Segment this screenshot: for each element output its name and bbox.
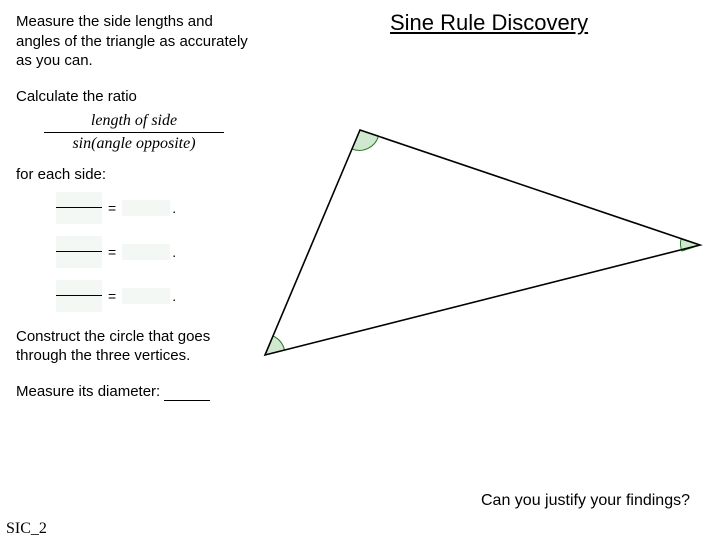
page-title: Sine Rule Discovery	[390, 10, 588, 36]
instruction-panel: Measure the side lengths and angles of t…	[16, 12, 256, 417]
row-period: .	[172, 200, 176, 216]
blank-result[interactable]	[122, 200, 170, 216]
row-period: .	[172, 244, 176, 260]
for-each-text: for each side:	[16, 165, 256, 185]
calc-text: Calculate the ratio	[16, 87, 256, 107]
construct-text: Construct the circle that goes through t…	[16, 327, 256, 366]
measure-text: Measure the side lengths and angles of t…	[16, 12, 256, 71]
triangle-svg	[255, 105, 710, 385]
ratio-row-1: = .	[56, 195, 256, 221]
ratio-denominator: sin(angle opposite)	[44, 133, 224, 153]
diameter-line: Measure its diameter:	[16, 382, 256, 402]
triangle-figure	[255, 105, 710, 385]
blank-numerator[interactable]	[56, 236, 102, 252]
blank-denominator[interactable]	[56, 208, 102, 224]
justify-prompt: Can you justify your findings?	[481, 492, 690, 510]
equals-sign: =	[108, 200, 116, 216]
fraction-blank	[56, 280, 102, 312]
diameter-blank[interactable]	[164, 400, 210, 401]
fraction-blank	[56, 192, 102, 224]
footer-code: SIC_2	[6, 520, 47, 538]
ratio-row-3: = .	[56, 283, 256, 309]
fraction-blank	[56, 236, 102, 268]
blank-result[interactable]	[122, 288, 170, 304]
triangle-shape	[265, 130, 700, 355]
ratio-formula: length of side sin(angle opposite)	[44, 112, 224, 153]
ratio-row-2: = .	[56, 239, 256, 265]
ratio-numerator: length of side	[44, 112, 224, 132]
blank-numerator[interactable]	[56, 192, 102, 208]
blank-result[interactable]	[122, 244, 170, 260]
row-period: .	[172, 288, 176, 304]
blank-denominator[interactable]	[56, 252, 102, 268]
equals-sign: =	[108, 288, 116, 304]
blank-numerator[interactable]	[56, 280, 102, 296]
equals-sign: =	[108, 244, 116, 260]
blank-denominator[interactable]	[56, 296, 102, 312]
diameter-label: Measure its diameter:	[16, 383, 160, 400]
